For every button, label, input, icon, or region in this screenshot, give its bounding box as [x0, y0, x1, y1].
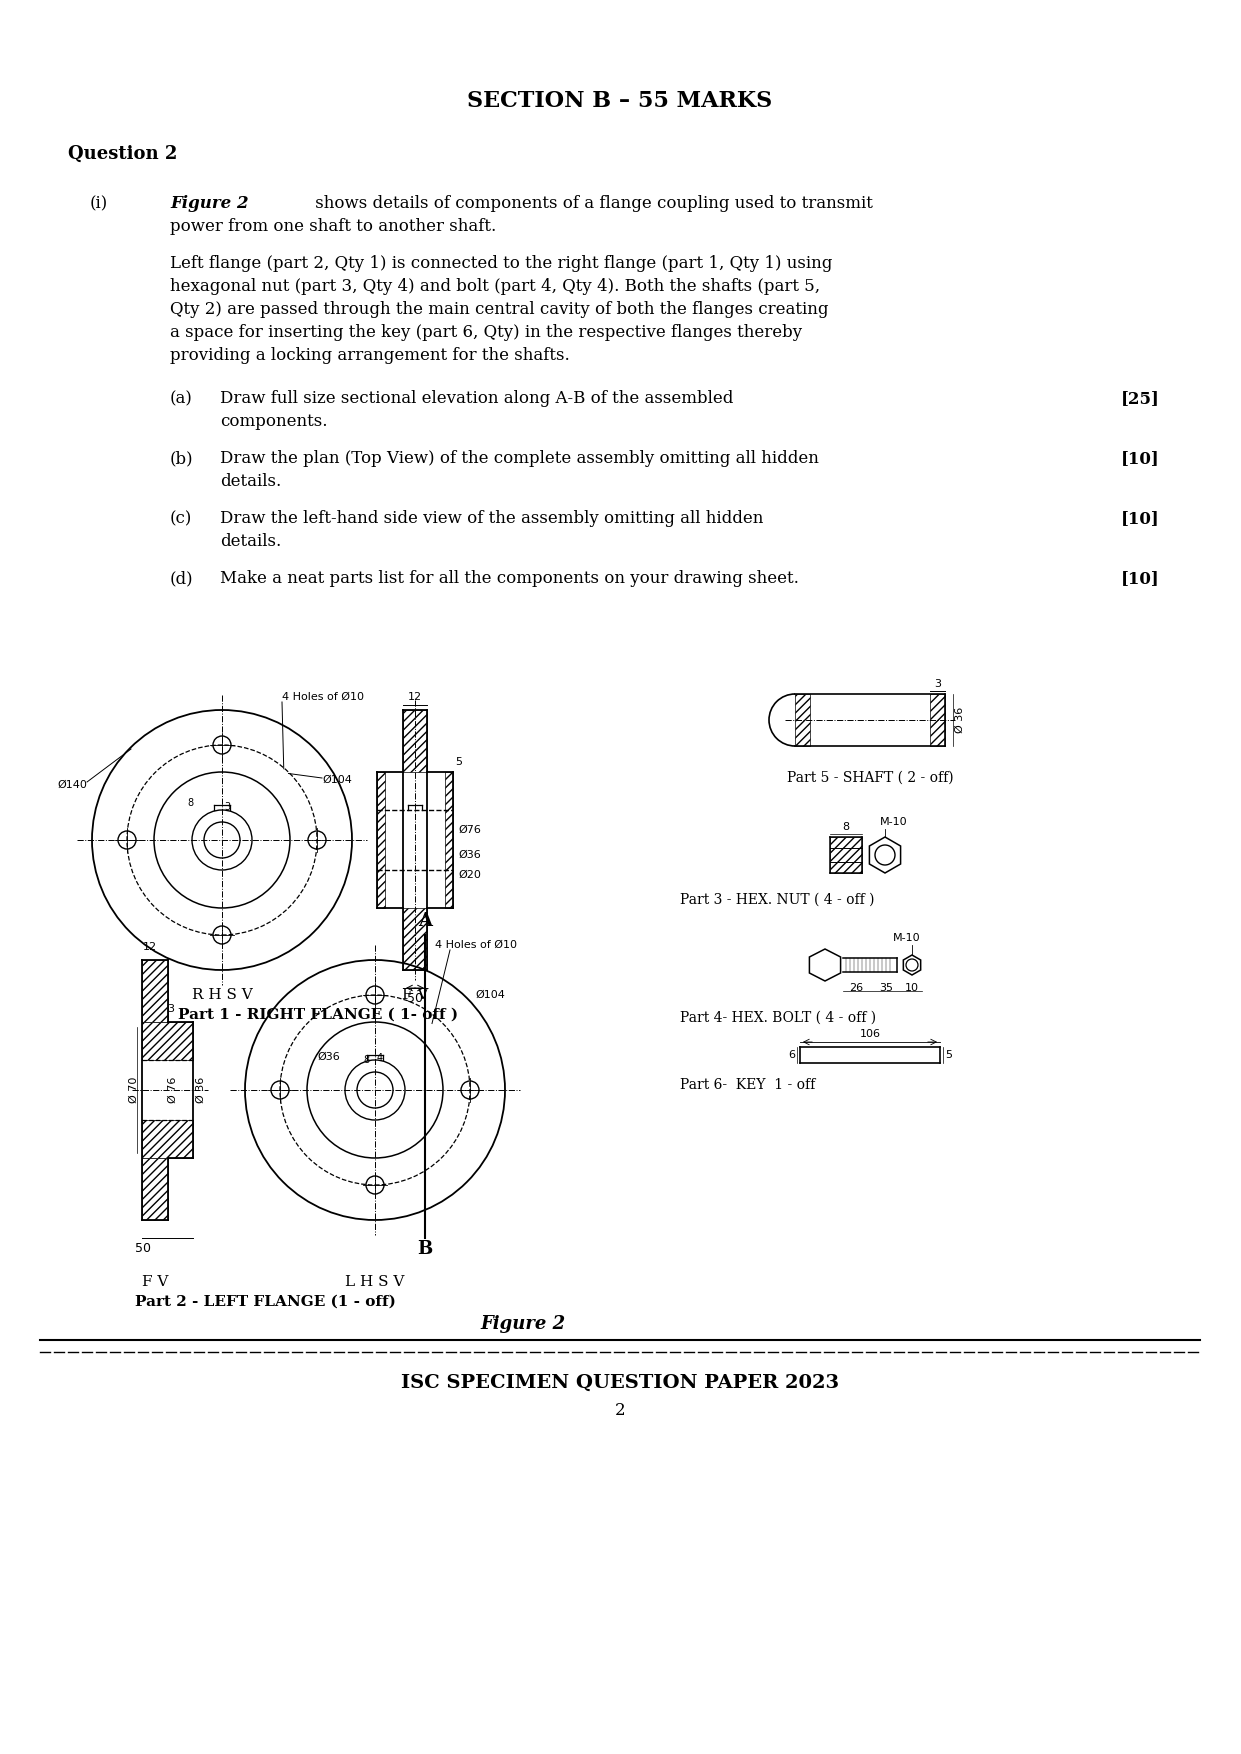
Text: [10]: [10] — [1122, 451, 1160, 467]
Text: Ø104: Ø104 — [321, 775, 352, 786]
Bar — [377, 772, 385, 909]
Text: shows details of components of a flange coupling used to transmit: shows details of components of a flange … — [310, 195, 872, 212]
Text: Part 6-  KEY  1 - off: Part 6- KEY 1 - off — [680, 1079, 815, 1093]
Text: 106: 106 — [860, 1030, 881, 1038]
Text: Make a neat parts list for all the components on your drawing sheet.: Make a neat parts list for all the compo… — [220, 570, 799, 588]
Text: Ø 70: Ø 70 — [129, 1077, 139, 1103]
Text: (i): (i) — [91, 195, 108, 212]
Text: (a): (a) — [170, 389, 192, 407]
Text: Figure 2: Figure 2 — [170, 195, 248, 212]
Bar — [403, 710, 427, 772]
Text: (d): (d) — [170, 570, 194, 588]
Text: details.: details. — [220, 474, 282, 489]
Text: 12: 12 — [143, 942, 158, 952]
Text: Ø 36: Ø 36 — [196, 1077, 206, 1103]
Text: Part 5 - SHAFT ( 2 - off): Part 5 - SHAFT ( 2 - off) — [787, 772, 953, 786]
Text: 8: 8 — [364, 1054, 370, 1065]
Text: 50: 50 — [135, 1242, 151, 1256]
Text: [10]: [10] — [1122, 570, 1160, 588]
Text: providing a locking arrangement for the shafts.: providing a locking arrangement for the … — [170, 347, 570, 365]
Text: Ø36: Ø36 — [318, 1052, 340, 1061]
Bar — [141, 1121, 194, 1158]
Text: Draw full size sectional elevation along A-B of the assembled: Draw full size sectional elevation along… — [220, 389, 733, 407]
Bar — [141, 1023, 194, 1059]
Text: Part 3 - HEX. NUT ( 4 - off ): Part 3 - HEX. NUT ( 4 - off ) — [680, 893, 875, 907]
Text: F V: F V — [141, 1275, 169, 1289]
Bar — [830, 837, 862, 873]
Text: L H S V: L H S V — [345, 1275, 405, 1289]
Text: 3: 3 — [934, 679, 942, 689]
Text: F V: F V — [402, 988, 428, 1002]
Text: 12: 12 — [408, 693, 422, 702]
Text: Part 2 - LEFT FLANGE (1 - off): Part 2 - LEFT FLANGE (1 - off) — [134, 1294, 396, 1308]
Text: B: B — [417, 1240, 433, 1258]
Text: 3: 3 — [168, 1003, 175, 1014]
Text: 4 Holes of Ø10: 4 Holes of Ø10 — [436, 940, 517, 951]
Text: 10: 10 — [905, 982, 920, 993]
Text: 6: 6 — [788, 1051, 795, 1059]
Text: 26: 26 — [849, 982, 862, 993]
Text: 4 Holes of Ø10: 4 Holes of Ø10 — [282, 693, 364, 702]
Text: 8: 8 — [187, 798, 194, 809]
Text: Left flange (part 2, Qty 1) is connected to the right flange (part 1, Qty 1) usi: Left flange (part 2, Qty 1) is connected… — [170, 254, 833, 272]
Text: Question 2: Question 2 — [68, 146, 177, 163]
Text: Draw the plan (Top View) of the complete assembly omitting all hidden: Draw the plan (Top View) of the complete… — [220, 451, 819, 467]
Text: Ø20: Ø20 — [458, 870, 480, 881]
Text: Ø 36: Ø 36 — [956, 707, 965, 733]
Text: 2: 2 — [614, 1401, 625, 1419]
Text: M-10: M-10 — [880, 817, 907, 826]
Text: (c): (c) — [170, 510, 192, 526]
Bar — [141, 1158, 168, 1221]
Text: 8: 8 — [843, 823, 850, 831]
Bar — [403, 909, 427, 970]
Text: hexagonal nut (part 3, Qty 4) and bolt (part 4, Qty 4). Both the shafts (part 5,: hexagonal nut (part 3, Qty 4) and bolt (… — [170, 277, 820, 295]
Text: 5: 5 — [944, 1051, 952, 1059]
Text: Qty 2) are passed through the main central cavity of both the flanges creating: Qty 2) are passed through the main centr… — [170, 302, 829, 317]
Text: Part 1 - RIGHT FLANGE ( 1- off ): Part 1 - RIGHT FLANGE ( 1- off ) — [177, 1009, 458, 1023]
Text: components.: components. — [220, 412, 328, 430]
Text: [25]: [25] — [1121, 389, 1160, 407]
Bar — [795, 695, 810, 745]
Text: M-10: M-10 — [894, 933, 921, 944]
Text: [10]: [10] — [1122, 510, 1160, 526]
Text: A: A — [418, 912, 432, 930]
Text: power from one shaft to another shaft.: power from one shaft to another shaft. — [170, 217, 496, 235]
Text: Ø 76: Ø 76 — [168, 1077, 177, 1103]
Text: Ø76: Ø76 — [458, 824, 480, 835]
Text: Ø140: Ø140 — [57, 781, 87, 789]
Text: Draw the left-hand side view of the assembly omitting all hidden: Draw the left-hand side view of the asse… — [220, 510, 763, 526]
Text: ISC SPECIMEN QUESTION PAPER 2023: ISC SPECIMEN QUESTION PAPER 2023 — [401, 1373, 839, 1393]
Bar — [446, 772, 453, 909]
Text: 5: 5 — [455, 758, 462, 766]
Text: details.: details. — [220, 533, 282, 551]
Text: 3: 3 — [223, 802, 230, 812]
Text: Ø104: Ø104 — [475, 989, 505, 1000]
Text: 50: 50 — [407, 993, 423, 1005]
Text: R H S V: R H S V — [191, 988, 252, 1002]
Text: Ø36: Ø36 — [458, 851, 480, 859]
Text: Part 4- HEX. BOLT ( 4 - off ): Part 4- HEX. BOLT ( 4 - off ) — [680, 1010, 876, 1024]
Text: (b): (b) — [170, 451, 194, 467]
Text: 4: 4 — [377, 1052, 383, 1063]
Bar — [930, 695, 944, 745]
Text: SECTION B – 55 MARKS: SECTION B – 55 MARKS — [468, 89, 773, 112]
Bar — [141, 959, 168, 1023]
Text: 35: 35 — [879, 982, 894, 993]
Text: Figure 2: Figure 2 — [480, 1316, 565, 1333]
Text: a space for inserting the key (part 6, Qty) in the respective flanges thereby: a space for inserting the key (part 6, Q… — [170, 324, 802, 340]
